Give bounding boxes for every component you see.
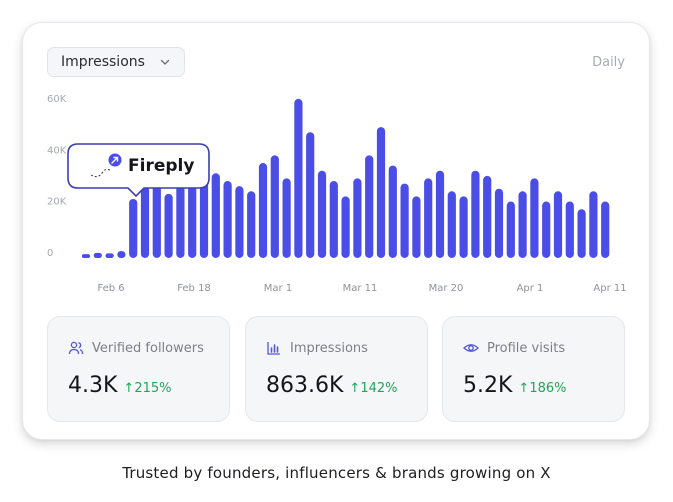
y-tick-label: 0 (47, 248, 53, 259)
chart-bar (93, 252, 102, 258)
chart-bar (494, 188, 504, 258)
y-tick-label: 20K (47, 197, 67, 208)
period-label[interactable]: Daily (592, 55, 625, 70)
stat-value: 5.2K (463, 373, 513, 398)
stat-card-impressions: Impressions 863.6K ↑142% (245, 316, 428, 422)
fireply-tooltip: Fireply (67, 143, 210, 198)
chart-bar (553, 191, 563, 258)
chart-bar (483, 175, 492, 258)
chart-bar (341, 196, 350, 258)
stat-card-profile-visits: Profile visits 5.2K ↑186% (442, 316, 625, 422)
stat-label: Profile visits (487, 341, 566, 356)
bar-chart-icon (267, 342, 280, 355)
chart-bar (435, 170, 445, 258)
chart-bar (105, 253, 114, 258)
chart-bar (317, 170, 327, 258)
chart-bar (211, 173, 220, 258)
x-tick-label: Mar 20 (429, 283, 464, 294)
metric-dropdown-label: Impressions (61, 54, 145, 70)
impressions-chart: 0 20K 40K 60K Feb 6 Feb 18 Mar 1 Mar 11 Mar 20 A… (47, 94, 627, 294)
chart-bar (506, 201, 515, 258)
chart-bar (424, 178, 433, 258)
x-tick-label: Feb 6 (97, 283, 124, 294)
stat-card-verified-followers: Verified followers 4.3K ↑215% (47, 316, 230, 422)
chart-bar (188, 175, 197, 258)
stat-value-row: 4.3K ↑215% (68, 373, 171, 398)
chart-bar (164, 193, 173, 258)
stat-delta: ↑142% (349, 381, 398, 396)
chart-bar (365, 155, 374, 258)
chart-bar (247, 191, 256, 258)
chart-bar (447, 191, 456, 258)
chart-bar (270, 155, 279, 258)
chart-bar (518, 191, 527, 258)
chart-bar (235, 186, 244, 258)
chart-bars (81, 98, 610, 258)
chart-bar (577, 209, 586, 258)
chart-bar (81, 254, 91, 258)
chart-bar (117, 251, 126, 258)
tooltip-label: Fireply (128, 156, 195, 176)
chart-bar (199, 168, 209, 258)
stat-value-row: 5.2K ↑186% (463, 373, 566, 398)
x-axis-ticks: Feb 6 Feb 18 Mar 1 Mar 11 Mar 20 Apr 1 Apr 11 (97, 283, 626, 294)
chart-bar (329, 181, 338, 258)
chart-bar (294, 98, 303, 258)
stat-value: 863.6K (266, 373, 344, 398)
chart-bar (412, 196, 421, 258)
chart-bar (565, 201, 574, 258)
chart-bar (353, 178, 362, 258)
rocket-icon (90, 153, 122, 178)
chart-bar (258, 163, 268, 258)
stat-value-row: 863.6K ↑142% (266, 373, 397, 398)
chart-bar (459, 196, 468, 258)
stat-label: Impressions (290, 341, 368, 356)
chart-bar (530, 178, 539, 258)
y-tick-label: 40K (47, 145, 67, 156)
chart-bar (282, 178, 291, 258)
users-icon (68, 341, 84, 355)
stat-label: Verified followers (92, 341, 204, 356)
stat-delta: ↑215% (123, 381, 172, 396)
chart-bar (471, 170, 480, 258)
chart-bar (223, 181, 232, 258)
chart-bar (388, 165, 397, 258)
x-tick-label: Apr 1 (517, 283, 544, 294)
x-tick-label: Mar 11 (343, 283, 378, 294)
chart-bar (176, 183, 185, 258)
x-tick-label: Mar 1 (264, 283, 292, 294)
stat-value: 4.3K (68, 373, 118, 398)
x-tick-label: Feb 18 (177, 283, 211, 294)
chart-bar (542, 201, 551, 258)
chart-bar (376, 127, 386, 258)
chart-bar (140, 186, 150, 258)
chart-bar (129, 198, 138, 258)
chart-bar (601, 201, 610, 258)
eye-icon (463, 344, 479, 352)
chart-bar (306, 132, 315, 258)
metric-dropdown[interactable]: Impressions (47, 47, 185, 77)
footer-tagline: Trusted by founders, influencers & brand… (122, 464, 551, 482)
chevron-down-icon (160, 59, 170, 65)
chart-bar (589, 191, 598, 258)
chart-bar (400, 183, 409, 258)
y-tick-label: 60K (47, 94, 67, 105)
x-tick-label: Apr 11 (593, 283, 626, 294)
stat-delta: ↑186% (518, 381, 567, 396)
chart-bar (152, 181, 161, 258)
y-axis-ticks: 0 20K 40K 60K (47, 94, 67, 259)
